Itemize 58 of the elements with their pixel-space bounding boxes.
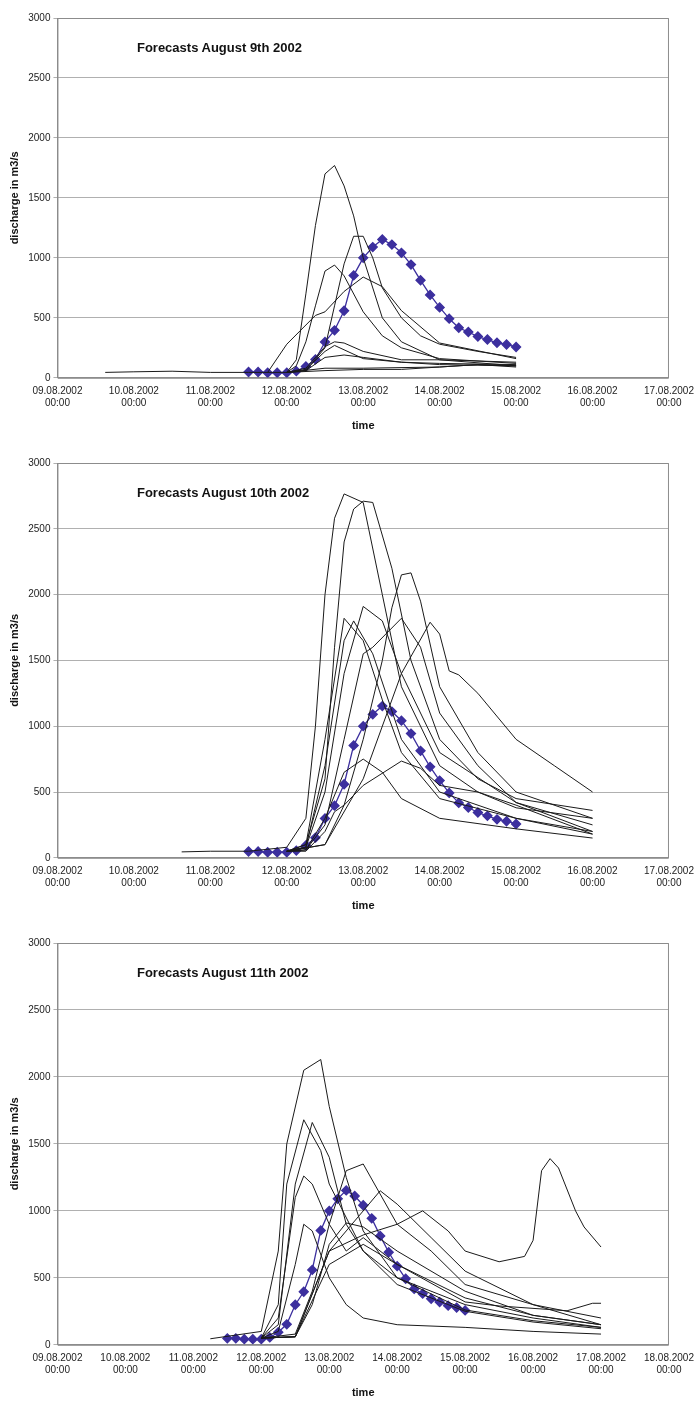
y-tick-label: 1500 bbox=[28, 1137, 51, 1149]
x-tick-label: 14.08.2002 00:00 bbox=[414, 864, 466, 888]
y-tick-label: 1000 bbox=[28, 719, 51, 731]
x-tick-label: 13.08.2002 00:00 bbox=[338, 864, 389, 888]
y-tick-label: 2000 bbox=[28, 588, 51, 600]
x-tick-label: 15.08.2002 00:00 bbox=[491, 384, 542, 408]
y-tick-label: 3000 bbox=[28, 456, 51, 468]
x-tick-label: 09.08.2002 00:00 bbox=[32, 384, 83, 408]
x-tick-label: 17.08.2002 00:00 bbox=[643, 864, 695, 888]
y-tick-label: 0 bbox=[44, 851, 51, 863]
x-tick-label: 14.08.2002 00:00 bbox=[414, 384, 466, 408]
x-tick-label: 11.08.2002 00:00 bbox=[185, 864, 236, 888]
y-tick-label: 500 bbox=[33, 1271, 51, 1283]
x-tick-label: 12.08.2002 00:00 bbox=[261, 384, 313, 408]
x-tick-label: 12.08.2002 00:00 bbox=[261, 864, 313, 888]
x-tick-label: 09.08.2002 00:00 bbox=[32, 864, 83, 888]
x-axis-title: time bbox=[351, 1386, 375, 1399]
text: Forecasts August 11th 2002 bbox=[136, 964, 309, 980]
y-tick-label: 3000 bbox=[28, 11, 51, 23]
x-tick-label: 18.08.2002 00:00 bbox=[643, 1351, 695, 1375]
y-tick-label: 1500 bbox=[28, 191, 51, 203]
x-tick-label: 16.08.2002 00:00 bbox=[567, 384, 618, 408]
x-tick-label: 12.08.2002 00:00 bbox=[236, 1351, 287, 1375]
x-tick-label: 16.08.2002 00:00 bbox=[508, 1351, 559, 1375]
x-tick-label: 13.08.2002 00:00 bbox=[304, 1351, 355, 1375]
x-tick-label: 11.08.2002 00:00 bbox=[168, 1351, 219, 1375]
x-axis-title: time bbox=[351, 419, 375, 432]
x-tick-label: 09.08.2002 00:00 bbox=[32, 1351, 83, 1375]
y-tick-label: 0 bbox=[44, 1338, 51, 1350]
y-axis-title: discharge in m3/s bbox=[7, 151, 20, 245]
x-tick-label: 17.08.2002 00:00 bbox=[643, 384, 695, 408]
y-tick-label: 2500 bbox=[28, 71, 51, 83]
y-tick-label: 2500 bbox=[28, 1003, 51, 1015]
x-tick-label: 15.08.2002 00:00 bbox=[440, 1351, 491, 1375]
y-tick-label: 2500 bbox=[28, 522, 51, 534]
x-tick-label: 10.08.2002 00:00 bbox=[108, 384, 160, 408]
x-tick-label: 10.08.2002 00:00 bbox=[100, 1351, 151, 1375]
y-tick-label: 1000 bbox=[28, 1204, 51, 1216]
x-tick-label: 10.08.2002 00:00 bbox=[108, 864, 160, 888]
x-tick-label: 14.08.2002 00:00 bbox=[372, 1351, 423, 1375]
y-tick-label: 2000 bbox=[28, 131, 51, 143]
x-tick-label: 13.08.2002 00:00 bbox=[338, 384, 389, 408]
x-tick-label: 11.08.2002 00:00 bbox=[185, 384, 236, 408]
y-tick-label: 500 bbox=[33, 311, 51, 323]
y-tick-label: 2000 bbox=[28, 1070, 51, 1082]
x-tick-label: 16.08.2002 00:00 bbox=[567, 864, 618, 888]
x-tick-label: 17.08.2002 00:00 bbox=[576, 1351, 627, 1375]
y-tick-label: 1500 bbox=[28, 654, 51, 666]
x-tick-label: 15.08.2002 00:00 bbox=[491, 864, 542, 888]
y-tick-label: 500 bbox=[33, 785, 51, 797]
text: Forecasts August 10th 2002 bbox=[136, 484, 310, 500]
x-axis-title: time bbox=[351, 899, 375, 912]
y-tick-label: 0 bbox=[44, 371, 51, 383]
y-axis-title: discharge in m3/s bbox=[7, 1097, 20, 1191]
y-axis-title: discharge in m3/s bbox=[7, 613, 20, 707]
text: Forecasts August 9th 2002 bbox=[136, 39, 302, 55]
y-tick-label: 1000 bbox=[28, 251, 51, 263]
y-tick-label: 3000 bbox=[28, 936, 51, 948]
